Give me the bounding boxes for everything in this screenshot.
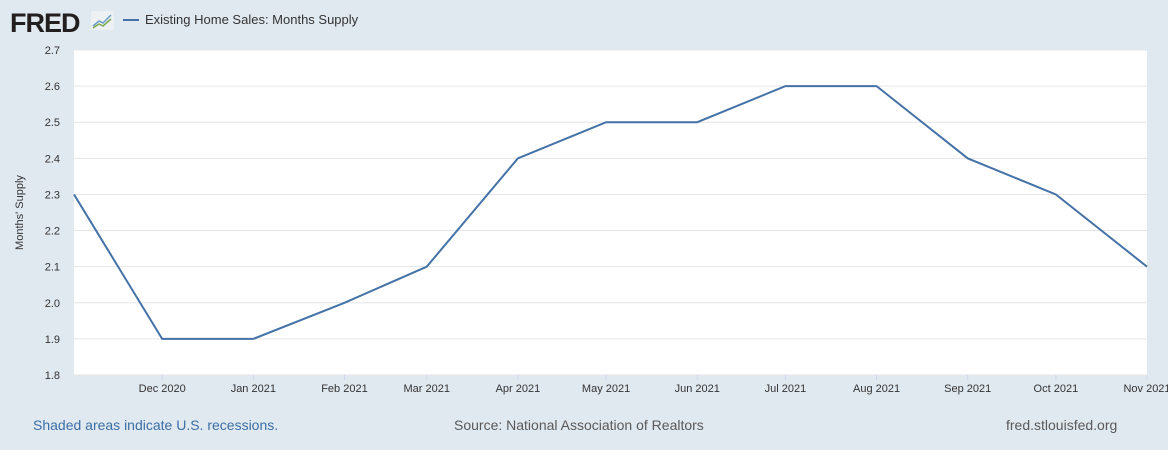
y-tick-label: 2.7 [45, 45, 60, 57]
y-axis-label: Months' Supply [14, 175, 26, 250]
legend-swatch [123, 18, 139, 21]
y-tick-label: 2.1 [45, 262, 60, 274]
recessions-link[interactable]: Shaded areas indicate U.S. recessions. [33, 417, 279, 433]
y-tick-label: 2.4 [45, 153, 60, 165]
chart-legend[interactable]: Existing Home Sales: Months Supply [123, 12, 358, 27]
y-tick-label: 2.3 [45, 189, 60, 201]
x-tick-label: Mar 2021 [404, 383, 450, 395]
y-tick-label: 2.5 [45, 117, 60, 129]
x-tick-label: Dec 2020 [139, 383, 186, 395]
y-tick-label: 2.2 [45, 226, 60, 238]
x-tick-label: May 2021 [582, 383, 630, 395]
site-link[interactable]: fred.stlouisfed.org [1006, 417, 1118, 433]
y-tick-label: 2.6 [45, 81, 60, 93]
chart-logo-icon [91, 11, 114, 30]
x-tick-label: Oct 2021 [1034, 383, 1079, 395]
x-tick-label: Jul 2021 [765, 383, 807, 395]
fred-logo[interactable]: FRED [10, 8, 80, 38]
x-tick-label: Aug 2021 [853, 383, 900, 395]
x-tick-label: Nov 2021 [1123, 383, 1168, 395]
plot-area [74, 50, 1147, 375]
source-text: Source: National Association of Realtors [454, 417, 704, 433]
y-tick-label: 1.8 [45, 370, 60, 382]
y-tick-label: 1.9 [45, 334, 60, 346]
y-tick-label: 2.0 [45, 298, 60, 310]
x-tick-label: Jun 2021 [675, 383, 720, 395]
x-tick-label: Jan 2021 [231, 383, 276, 395]
x-tick-label: Sep 2021 [944, 383, 991, 395]
x-tick-label: Feb 2021 [321, 383, 367, 395]
series-line [73, 85, 1148, 340]
legend-label: Existing Home Sales: Months Supply [145, 12, 359, 27]
x-tick-label: Apr 2021 [496, 383, 541, 395]
